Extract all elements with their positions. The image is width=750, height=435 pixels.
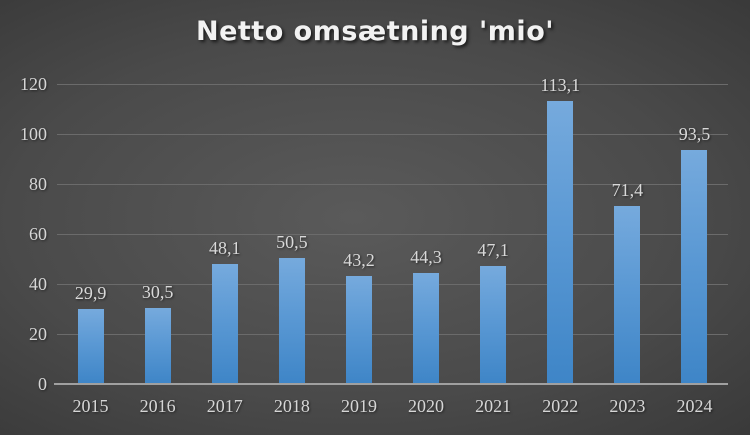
data-label-2021: 47,1 <box>477 240 509 261</box>
data-label-2020: 44,3 <box>410 247 442 268</box>
gridline-40 <box>57 284 728 285</box>
y-tick-label-120: 120 <box>20 74 47 94</box>
y-tick-label-20: 20 <box>29 324 47 344</box>
y-tick-label-60: 60 <box>29 224 47 244</box>
x-tick-label-2019: 2019 <box>340 396 377 416</box>
data-label-2018: 50,5 <box>276 231 308 252</box>
y-tick-label-40: 40 <box>29 274 47 294</box>
x-tick-label-2021: 2021 <box>475 396 512 416</box>
bar-2021 <box>480 266 507 384</box>
data-label-2023: 71,4 <box>611 179 644 200</box>
data-label-2019: 43,2 <box>343 250 375 270</box>
x-tick-label-2024: 2024 <box>676 396 713 416</box>
x-tick-label-2023: 2023 <box>609 396 646 416</box>
x-tick-label-2015: 2015 <box>72 396 109 416</box>
bar-2020 <box>413 273 440 384</box>
data-label-2015: 29,9 <box>74 283 107 304</box>
x-tick-label-2016: 2016 <box>139 396 176 416</box>
bar-2024 <box>681 150 708 384</box>
bar-2016 <box>144 307 171 384</box>
data-label-2022: 113,1 <box>540 75 581 96</box>
y-tick-label-80: 80 <box>29 174 47 194</box>
y-tick-label-100: 100 <box>20 124 47 144</box>
gridline-120 <box>57 84 728 85</box>
bar-2023 <box>614 205 641 384</box>
y-tick-label-0: 0 <box>38 374 47 394</box>
data-label-2024: 93,5 <box>678 124 711 145</box>
data-label-2017: 48,1 <box>209 237 241 258</box>
x-tick-label-2020: 2020 <box>408 396 445 416</box>
gridline-60 <box>57 234 728 235</box>
gridline-100 <box>57 134 728 135</box>
x-tick-label-2017: 2017 <box>206 396 243 416</box>
gridline-80 <box>57 184 728 185</box>
gridline-20 <box>57 334 728 335</box>
data-label-2016: 30,5 <box>141 281 174 302</box>
x-tick-label-2018: 2018 <box>273 396 310 416</box>
bar-2019 <box>345 276 372 384</box>
chart-title: Netto omsætning 'mio' <box>195 16 555 47</box>
bar-2022 <box>547 101 574 384</box>
x-tick-label-2022: 2022 <box>542 396 579 416</box>
bar-2018 <box>278 257 305 384</box>
x-axis-line <box>54 383 728 385</box>
y-axis-labels: 0 20 40 60 80 100 120 <box>0 74 47 394</box>
plot-area: 29,9 30,5 48,1 50,5 43,2 44,3 47,1 113,1 71,4 93,… <box>54 75 728 385</box>
bar-2017 <box>211 263 238 384</box>
bar-2015 <box>77 309 104 384</box>
x-axis-labels: 2015 2016 2017 2018 2019 2020 2021 2022 2023 2024 <box>57 394 728 418</box>
